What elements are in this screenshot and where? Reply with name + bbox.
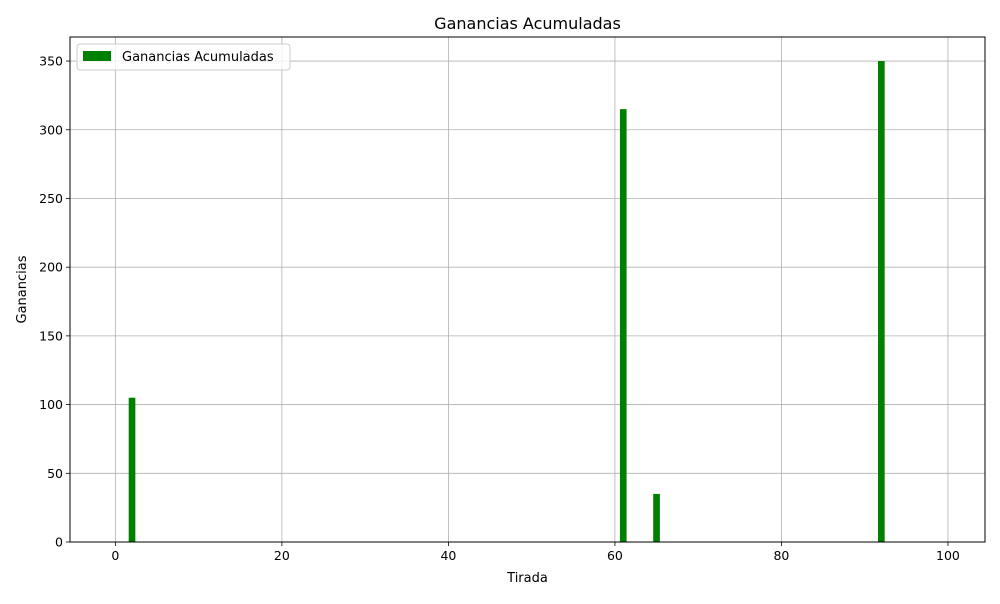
y-tick-label: 100	[39, 397, 63, 412]
y-tick-label: 300	[39, 122, 63, 137]
plot-frame	[69, 36, 986, 543]
legend-box	[76, 43, 291, 71]
bar	[128, 397, 136, 542]
bar	[653, 493, 660, 542]
y-axis-label: Ganancias	[15, 255, 30, 323]
bar	[619, 109, 627, 543]
x-tick-label: 100	[936, 548, 960, 563]
legend-label: Ganancias Acumuladas	[122, 50, 274, 65]
legend-swatch	[83, 51, 111, 61]
x-axis-ticks: 0 20 40 60 80 100	[111, 542, 960, 563]
legend: Ganancias Acumuladas	[76, 43, 291, 71]
chart-title: Ganancias Acumuladas	[434, 14, 621, 33]
bars	[128, 61, 885, 543]
y-tick-label: 250	[39, 191, 63, 206]
grid-lines	[70, 37, 985, 543]
x-tick-label: 60	[607, 548, 623, 563]
x-tick-label: 20	[274, 548, 290, 563]
y-tick-label: 200	[39, 260, 63, 275]
y-axis-ticks: 0 50 100 150 200 250 300 350	[39, 54, 70, 550]
x-tick-label: 80	[773, 548, 789, 563]
y-tick-label: 50	[47, 466, 63, 481]
y-tick-label: 150	[39, 328, 63, 343]
y-tick-label: 0	[55, 535, 63, 550]
bar	[878, 61, 885, 543]
x-tick-label: 0	[111, 548, 119, 563]
y-tick-label: 350	[39, 54, 63, 69]
x-tick-label: 40	[440, 548, 456, 563]
x-axis-label: Tirada	[506, 571, 548, 586]
